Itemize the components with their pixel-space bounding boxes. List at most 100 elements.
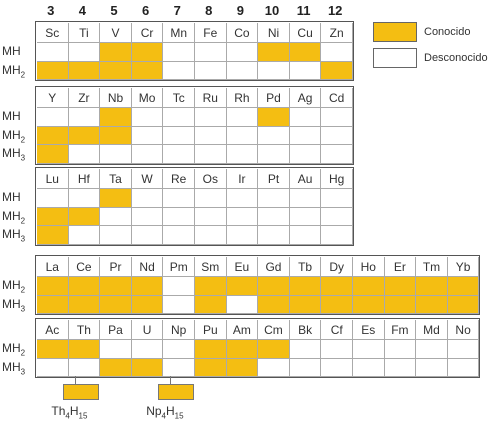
group-number-9: 9 <box>236 3 244 18</box>
block-r5d: Lu Hf Ta W Re Os Ir Pt Au Hg <box>35 167 354 246</box>
cell-hf-mh2 <box>68 207 101 226</box>
cell-lu-mh <box>37 189 69 208</box>
cell-mo-mh2 <box>131 126 164 145</box>
legend-unknown-label: Desconocido <box>424 52 488 64</box>
cell-nb-mh <box>100 108 132 127</box>
cell-zn-mh <box>321 43 353 62</box>
element-fe: Fe <box>195 23 227 43</box>
legend-known-swatch <box>373 22 417 42</box>
cell-re-mh2 <box>163 207 195 226</box>
cell-cm-mh2 <box>258 340 290 359</box>
cell-ce-mh2 <box>68 277 101 296</box>
row-label-mh2: MH2 <box>2 208 26 225</box>
element-yb: Yb <box>447 257 480 277</box>
cell-tc-mh3 <box>163 145 195 164</box>
cell-es-mh2 <box>353 340 385 359</box>
element-tc: Tc <box>163 88 195 108</box>
cell-ta-mh3 <box>100 226 132 245</box>
element-au: Au <box>289 169 322 189</box>
row-label-mh2: MH2 <box>2 62 26 79</box>
cell-zr-mh3 <box>68 145 101 164</box>
element-ac: Ac <box>37 320 69 340</box>
element-ho: Ho <box>353 257 385 277</box>
element-es: Es <box>353 320 385 340</box>
element-re: Re <box>163 169 195 189</box>
cell-ac-mh3 <box>37 358 69 377</box>
group-number-7: 7 <box>173 3 181 18</box>
block-actinides: Ac Th Pa U Np Pu Am Cm Bk Cf Es Fm Md No <box>35 318 481 378</box>
element-cd: Cd <box>321 88 353 108</box>
note-formula-np: Np4H15 <box>146 404 184 421</box>
cell-er-mh3 <box>384 295 417 314</box>
cell-os-mh3 <box>195 226 227 245</box>
group-number-6: 6 <box>141 3 150 18</box>
cell-tc-mh <box>163 108 195 127</box>
cell-dy-mh3 <box>321 295 353 314</box>
block-r4d: Y Zr Nb Mo Tc Ru Rh Pd Ag Cd <box>35 86 354 165</box>
cell-sm-mh2 <box>195 277 227 296</box>
element-bk: Bk <box>289 320 322 340</box>
cell-pd-mh <box>258 108 290 127</box>
cell-tb-mh3 <box>289 295 322 314</box>
element-tb: Tb <box>289 257 322 277</box>
row-label-mh: MH <box>2 190 21 204</box>
cell-tc-mh2 <box>163 126 195 145</box>
cell-dy-mh2 <box>321 277 353 296</box>
cell-cd-mh <box>321 108 353 127</box>
note-formula-th: Th4H15 <box>51 404 88 421</box>
cell-zr-mh2 <box>68 126 101 145</box>
element-tm: Tm <box>416 257 448 277</box>
cell-cm-mh3 <box>258 358 290 377</box>
element-hf: Hf <box>68 169 101 189</box>
cell-re-mh3 <box>163 226 195 245</box>
cell-rh-mh <box>226 108 259 127</box>
element-mo: Mo <box>131 88 164 108</box>
cell-ce-mh3 <box>68 295 101 314</box>
cell-re-mh <box>163 189 195 208</box>
group-number-8: 8 <box>205 3 213 18</box>
element-nb: Nb <box>100 88 132 108</box>
cell-la-mh2 <box>37 277 69 296</box>
cell-ho-mh2 <box>353 277 385 296</box>
element-ru: Ru <box>195 88 227 108</box>
cell-w-mh3 <box>131 226 164 245</box>
cell-hg-mh3 <box>321 226 353 245</box>
cell-pu-mh3 <box>195 358 227 377</box>
group-number-4: 4 <box>78 3 86 18</box>
element-am: Am <box>226 320 259 340</box>
cell-ru-mh2 <box>195 126 227 145</box>
cell-cf-mh2 <box>321 340 353 359</box>
element-y: Y <box>37 88 69 108</box>
cell-th-mh2 <box>68 340 101 359</box>
cell-co-mh <box>226 43 259 62</box>
element-zn: Zn <box>321 23 353 43</box>
element-er: Er <box>384 257 417 277</box>
cell-am-mh2 <box>226 340 259 359</box>
cell-gd-mh3 <box>258 295 290 314</box>
row-label-mh3: MH3 <box>2 146 26 163</box>
cell-hg-mh <box>321 189 353 208</box>
element-cr: Cr <box>131 23 164 43</box>
cell-nb-mh3 <box>100 145 132 164</box>
cell-ir-mh3 <box>226 226 259 245</box>
cell-mn-mh2 <box>163 61 195 80</box>
cell-sm-mh3 <box>195 295 227 314</box>
cell-lu-mh2 <box>37 207 69 226</box>
cell-ti-mh2 <box>68 61 101 80</box>
cell-yb-mh2 <box>447 277 480 296</box>
cell-pa-mh3 <box>100 358 132 377</box>
element-nd: Nd <box>131 257 164 277</box>
cell-nd-mh3 <box>131 295 164 314</box>
row-label-mh3: MH3 <box>2 359 26 376</box>
cell-ta-mh2 <box>100 207 132 226</box>
cell-la-mh3 <box>37 295 69 314</box>
cell-cr-mh <box>131 43 164 62</box>
cell-ni-mh <box>258 43 290 62</box>
element-md: Md <box>416 320 448 340</box>
group-number-3: 3 <box>47 3 55 18</box>
row-label-mh3: MH3 <box>2 296 26 313</box>
element-pa: Pa <box>100 320 132 340</box>
cell-th-mh3 <box>68 358 101 377</box>
element-la: La <box>37 257 69 277</box>
cell-ag-mh3 <box>289 145 322 164</box>
